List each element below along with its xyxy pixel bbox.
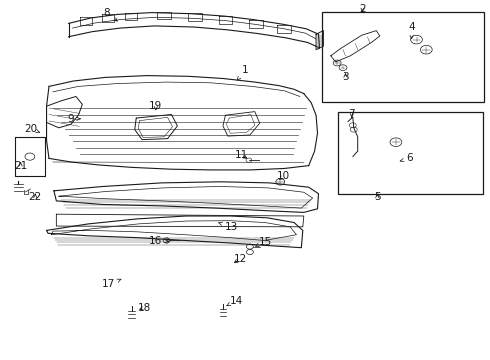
Bar [338, 112, 483, 194]
Text: 6: 6 [400, 153, 413, 163]
Text: 8: 8 [103, 8, 117, 21]
Text: 12: 12 [233, 254, 247, 264]
Text: 17: 17 [102, 279, 121, 289]
Text: 19: 19 [149, 101, 163, 111]
Text: 15: 15 [256, 237, 272, 247]
Text: 20: 20 [24, 124, 40, 134]
Text: 7: 7 [348, 109, 355, 120]
Text: 3: 3 [342, 72, 349, 82]
Bar [322, 12, 484, 102]
Text: 10: 10 [277, 171, 290, 181]
Text: 18: 18 [138, 303, 151, 313]
Text: 16: 16 [149, 236, 169, 246]
Text: 13: 13 [219, 222, 238, 232]
Text: 22: 22 [28, 192, 42, 202]
Text: 1: 1 [237, 65, 248, 80]
Text: 2: 2 [359, 4, 366, 14]
Text: 4: 4 [408, 22, 415, 39]
Text: 11: 11 [234, 150, 248, 160]
Text: 5: 5 [374, 192, 381, 202]
Text: 14: 14 [227, 296, 243, 306]
Text: 9: 9 [68, 114, 80, 124]
Text: 21: 21 [14, 161, 27, 171]
